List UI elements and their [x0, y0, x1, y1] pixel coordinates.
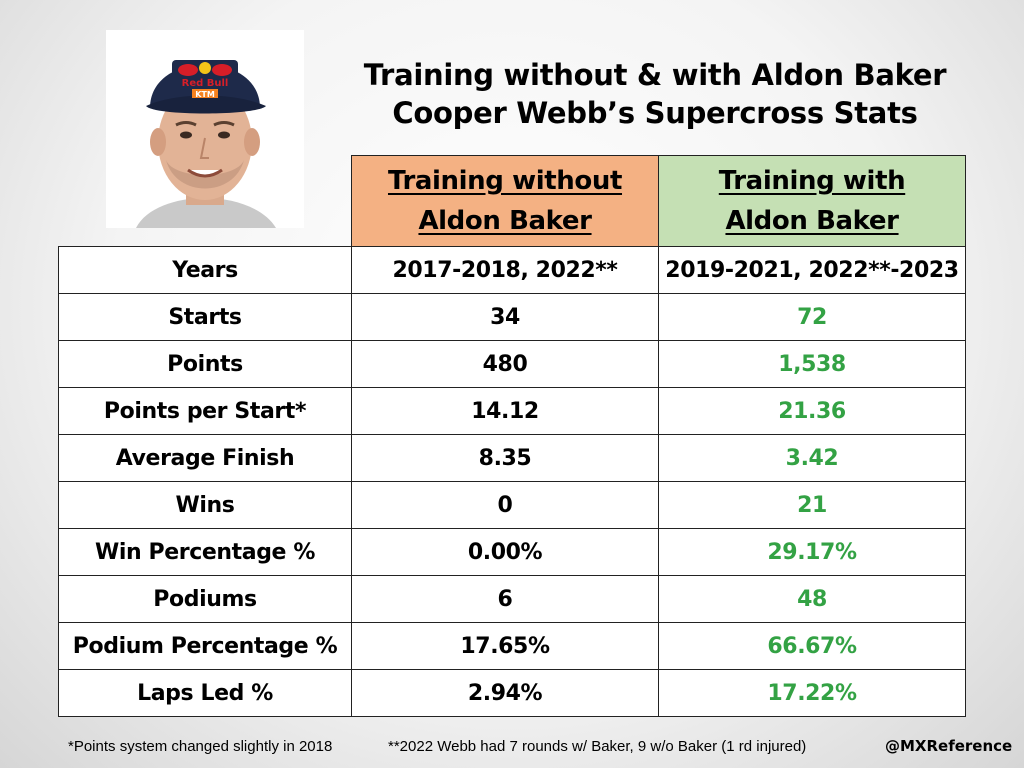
value-without: 14.12: [351, 387, 659, 435]
table-row: Average Finish 8.35 3.42: [58, 434, 966, 482]
value-without: 0: [351, 481, 659, 529]
header-without-baker: Training without Aldon Baker: [351, 155, 659, 247]
value-with: 17.22%: [658, 669, 966, 717]
table-row: Wins 0 21: [58, 481, 966, 529]
header-with-line-1: Training with: [718, 166, 906, 196]
row-label: Podiums: [58, 575, 352, 623]
row-label: Points: [58, 340, 352, 388]
row-label: Podium Percentage %: [58, 622, 352, 670]
table-row: Years 2017-2018, 2022** 2019-2021, 2022*…: [58, 246, 966, 294]
table-row: Podium Percentage % 17.65% 66.67%: [58, 622, 966, 670]
table-row: Win Percentage % 0.00% 29.17%: [58, 528, 966, 576]
header-with-line-2: Aldon Baker: [725, 206, 899, 236]
table-header-row: Training without Aldon Baker Training wi…: [58, 155, 966, 247]
cap-logo-text: Red Bull: [182, 78, 229, 89]
value-without: 34: [351, 293, 659, 341]
value-with: 21: [658, 481, 966, 529]
value-with: 1,538: [658, 340, 966, 388]
header-empty-cell: [58, 155, 352, 247]
value-without: 2017-2018, 2022**: [351, 246, 659, 294]
value-without: 2.94%: [351, 669, 659, 717]
value-with: 2019-2021, 2022**-2023: [658, 246, 966, 294]
row-label: Win Percentage %: [58, 528, 352, 576]
value-with: 29.17%: [658, 528, 966, 576]
title-line-1: Training without & with Aldon Baker: [363, 58, 947, 92]
footnote-points-system: *Points system changed slightly in 2018: [68, 738, 333, 755]
table-row: Starts 34 72: [58, 293, 966, 341]
value-with: 72: [658, 293, 966, 341]
value-without: 6: [351, 575, 659, 623]
value-without: 0.00%: [351, 528, 659, 576]
row-label: Starts: [58, 293, 352, 341]
page-title: Training without & with Aldon Baker Coop…: [340, 56, 970, 132]
table-row: Points per Start* 14.12 21.36: [58, 387, 966, 435]
footnote-2022-rounds: **2022 Webb had 7 rounds w/ Baker, 9 w/o…: [388, 738, 807, 755]
header-without-line-1: Training without: [387, 166, 623, 196]
value-with: 48: [658, 575, 966, 623]
title-line-2: Cooper Webb’s Supercross Stats: [392, 96, 918, 130]
row-label: Wins: [58, 481, 352, 529]
value-without: 480: [351, 340, 659, 388]
value-with: 21.36: [658, 387, 966, 435]
row-label: Average Finish: [58, 434, 352, 482]
header-with-baker: Training with Aldon Baker: [658, 155, 966, 247]
value-with: 3.42: [658, 434, 966, 482]
table-row: Points 480 1,538: [58, 340, 966, 388]
stats-table: Training without Aldon Baker Training wi…: [58, 155, 966, 717]
table-row: Podiums 6 48: [58, 575, 966, 623]
table-row: Laps Led % 2.94% 17.22%: [58, 669, 966, 717]
header-without-line-2: Aldon Baker: [418, 206, 592, 236]
row-label: Points per Start*: [58, 387, 352, 435]
value-without: 8.35: [351, 434, 659, 482]
source-handle: @MXReference: [885, 737, 1013, 755]
row-label: Laps Led %: [58, 669, 352, 717]
value-with: 66.67%: [658, 622, 966, 670]
value-without: 17.65%: [351, 622, 659, 670]
row-label: Years: [58, 246, 352, 294]
cap-ktm-text: KTM: [195, 90, 215, 99]
